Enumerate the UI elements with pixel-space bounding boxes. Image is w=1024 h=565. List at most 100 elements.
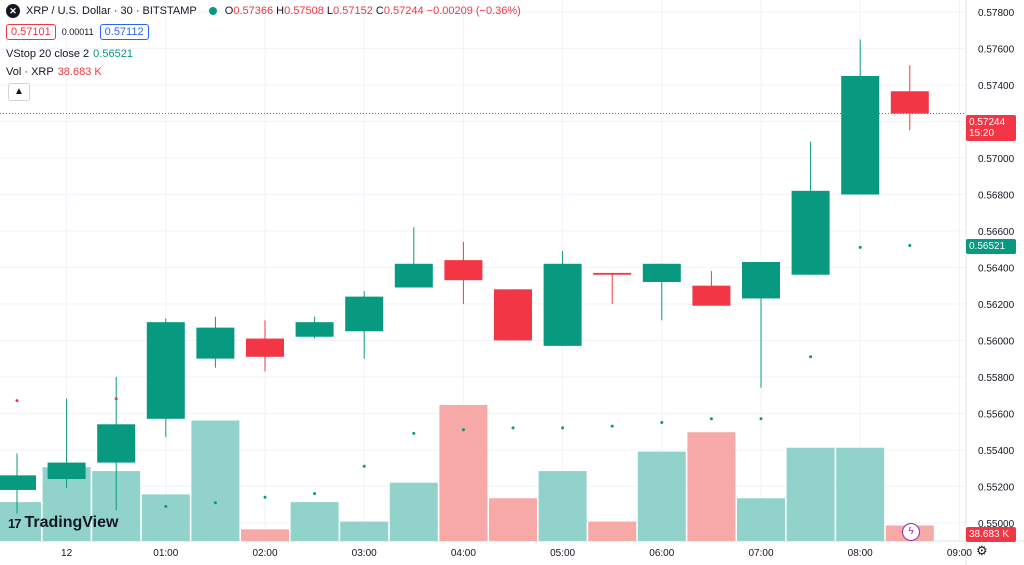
xrp-logo-icon: ✕ xyxy=(6,4,20,18)
candle-body xyxy=(345,296,384,332)
legend-symbol-row: ✕ XRP / U.S. Dollar · 30 · BITSTAMP O0.5… xyxy=(6,4,521,18)
volume-bar xyxy=(637,451,686,541)
y-tick-label: 0.55600 xyxy=(978,409,1015,420)
chevron-up-icon[interactable]: ▲ xyxy=(8,83,30,101)
vstop-label: VStop 20 close 2 xyxy=(6,48,90,60)
vstop-point xyxy=(858,245,862,249)
ohlc-values: O0.57366 H0.57508 L0.57152 C0.57244 −0.0… xyxy=(224,5,521,17)
volume-bar xyxy=(389,482,438,541)
candle-body xyxy=(444,260,483,281)
countdown-value: 15:20 xyxy=(969,128,995,139)
y-tick-label: 0.55000 xyxy=(978,519,1015,530)
x-tick-label: 09:00 xyxy=(947,548,972,559)
volume-bar xyxy=(290,502,339,541)
candle-body xyxy=(742,261,780,299)
x-tick-label: 12 xyxy=(61,548,73,559)
y-tick-label: 0.57800 xyxy=(978,8,1015,19)
vstop-point xyxy=(610,424,614,428)
low-value: 0.57152 xyxy=(333,5,373,17)
volume-legend-value: 38.683 K xyxy=(57,66,102,78)
y-tick-label: 0.56000 xyxy=(978,336,1015,347)
vstop-point xyxy=(213,501,217,505)
y-tick-label: 0.56600 xyxy=(978,227,1015,238)
last-price-badge-value: 0.57244 xyxy=(969,117,1006,128)
x-tick-label: 08:00 xyxy=(848,548,873,559)
tradingview-name: TradingView xyxy=(24,514,119,531)
spread-value: 0.00011 xyxy=(61,27,94,37)
y-tick-label: 0.55200 xyxy=(978,482,1015,493)
buy-button[interactable]: 0.57112 xyxy=(99,24,149,40)
high-value: 0.57508 xyxy=(284,5,324,17)
volume-bar xyxy=(340,521,389,541)
y-tick-label: 0.56800 xyxy=(978,190,1015,201)
y-tick-label: 0.57000 xyxy=(978,154,1015,165)
vstop-legend-value: 0.56521 xyxy=(93,48,133,60)
volume-bar xyxy=(836,447,885,541)
volume-bar xyxy=(489,498,537,541)
vstop-point xyxy=(263,495,267,499)
candlestick-series xyxy=(0,39,929,514)
vstop-point xyxy=(561,426,565,430)
volume-legend[interactable]: Vol · XRP 38.683 K xyxy=(6,66,102,78)
open-value: 0.57366 xyxy=(233,5,274,17)
volume-bar xyxy=(538,471,587,541)
gear-icon[interactable]: ⚙ xyxy=(976,543,988,558)
vstop-series xyxy=(15,244,912,508)
x-tick-label: 01:00 xyxy=(153,548,178,559)
trade-row: 0.57101 0.00011 0.57112 xyxy=(6,24,149,40)
candle-body xyxy=(494,289,532,341)
volume-bar xyxy=(786,447,835,541)
volume-bar xyxy=(191,420,240,541)
x-tick-label: 06:00 xyxy=(649,548,674,559)
candle-body xyxy=(47,462,86,479)
y-tick-label: 0.55800 xyxy=(978,373,1015,384)
vstop-point xyxy=(511,426,515,430)
tradingview-mark: 17 xyxy=(8,515,22,531)
change-value: −0.00209 (−0.36%) xyxy=(426,5,521,17)
candle-body xyxy=(246,338,284,357)
vstop-point xyxy=(114,397,118,401)
vstop-point xyxy=(313,492,317,496)
y-tick-label: 0.57400 xyxy=(978,81,1015,92)
vstop-point xyxy=(164,504,168,508)
price-axis: 0.578000.576000.574000.572000.570000.568… xyxy=(978,8,1015,530)
y-tick-label: 0.56400 xyxy=(978,263,1015,274)
vstop-point xyxy=(809,355,813,359)
y-tick-label: 0.56200 xyxy=(978,300,1015,311)
volume-bar xyxy=(0,502,41,541)
candle-body xyxy=(394,263,433,288)
close-value: 0.57244 xyxy=(383,5,424,17)
x-tick-label: 04:00 xyxy=(451,548,476,559)
vstop-point xyxy=(759,417,763,421)
sell-button[interactable]: 0.57101 xyxy=(6,24,56,40)
volume-bar xyxy=(737,498,785,541)
candle-body xyxy=(0,475,36,490)
vstop-badge: 0.56521 xyxy=(966,239,1016,254)
vstop-point xyxy=(412,431,416,435)
last-price-badge: 0.57244 15:20 xyxy=(966,115,1016,141)
candle-body xyxy=(196,327,235,359)
vstop-legend[interactable]: VStop 20 close 2 0.56521 xyxy=(6,48,133,60)
vstop-point xyxy=(709,417,713,421)
volume-badge: 38.683 K xyxy=(966,527,1016,542)
volume-label: Vol · XRP xyxy=(6,66,54,78)
x-tick-label: 05:00 xyxy=(550,548,575,559)
vstop-point xyxy=(362,464,366,468)
candle-body xyxy=(593,272,632,275)
lightning-icon[interactable]: ϟ xyxy=(902,523,920,541)
x-tick-label: 02:00 xyxy=(252,548,277,559)
volume-bar xyxy=(439,405,488,541)
candle-body xyxy=(543,263,582,346)
symbol-title[interactable]: XRP / U.S. Dollar · 30 · BITSTAMP xyxy=(26,5,197,17)
y-tick-label: 0.57600 xyxy=(978,45,1015,56)
volume-bar xyxy=(241,529,289,541)
candle-body xyxy=(841,75,880,195)
volume-bar xyxy=(687,432,736,541)
candle-body xyxy=(642,263,681,283)
candle-body xyxy=(791,190,830,275)
tradingview-logo: 17 TradingView xyxy=(8,514,118,532)
y-tick-label: 0.55400 xyxy=(978,446,1015,457)
x-tick-label: 03:00 xyxy=(352,548,377,559)
candle-body xyxy=(295,322,334,337)
